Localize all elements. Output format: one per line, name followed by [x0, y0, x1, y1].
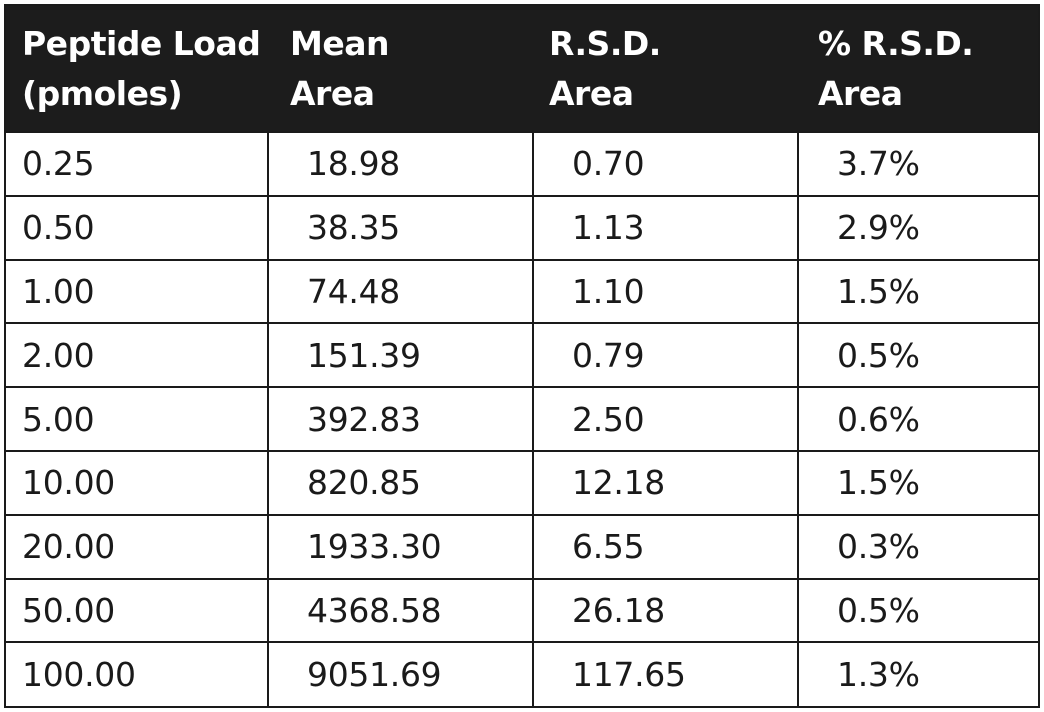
cell-percent-rsd-area: 1.5%: [798, 258, 1038, 324]
table-row: 5.00 392.83 2.50 0.6%: [6, 386, 1038, 451]
cell-mean-area: 9051.69: [268, 641, 534, 707]
table-row: 100.00 9051.69 117.65 1.3%: [6, 641, 1038, 707]
cell-rsd-area: 2.50: [533, 386, 799, 451]
column-header-mean-area: Mean Area: [268, 6, 533, 132]
cell-rsd-area: 0.79: [533, 322, 799, 388]
cell-percent-rsd-area: 3.7%: [798, 131, 1038, 196]
cell-peptide-load: 100.00: [6, 641, 269, 707]
cell-peptide-load: 0.50: [6, 194, 269, 260]
column-header-percent-rsd-area-line1: % R.S.D.: [818, 23, 974, 63]
column-header-rsd-area: R.S.D. Area: [533, 6, 798, 132]
cell-peptide-load: 0.25: [6, 131, 269, 196]
cell-percent-rsd-area: 0.5%: [798, 322, 1038, 388]
cell-rsd-area: 1.10: [533, 258, 799, 324]
peptide-data-table: Peptide Load (pmoles) Mean Area R.S.D. A…: [6, 6, 1038, 707]
cell-mean-area: 4368.58: [268, 577, 534, 643]
header-row: Peptide Load (pmoles) Mean Area R.S.D. A…: [6, 6, 1038, 132]
cell-mean-area: 151.39: [268, 322, 534, 388]
column-header-peptide-load: Peptide Load (pmoles): [6, 6, 268, 132]
data-table-container: Peptide Load (pmoles) Mean Area R.S.D. A…: [4, 4, 1040, 708]
cell-peptide-load: 1.00: [6, 258, 269, 324]
cell-mean-area: 74.48: [268, 258, 534, 324]
cell-mean-area: 392.83: [268, 386, 534, 451]
table-row: 10.00 820.85 12.18 1.5%: [6, 449, 1038, 515]
cell-percent-rsd-area: 1.5%: [798, 449, 1038, 515]
table-body: 0.25 18.98 0.70 3.7% 0.50 38.35 1.13 2.9…: [6, 131, 1038, 707]
cell-peptide-load: 2.00: [6, 322, 269, 388]
column-header-percent-rsd-area: % R.S.D. Area: [798, 6, 1038, 132]
column-header-mean-area-line1: Mean: [290, 23, 389, 63]
cell-percent-rsd-area: 1.3%: [798, 641, 1038, 707]
cell-percent-rsd-area: 0.3%: [798, 513, 1038, 579]
column-header-mean-area-line2: Area: [290, 73, 375, 113]
table-row: 0.50 38.35 1.13 2.9%: [6, 194, 1038, 260]
table-header: Peptide Load (pmoles) Mean Area R.S.D. A…: [6, 6, 1038, 132]
cell-percent-rsd-area: 0.6%: [798, 386, 1038, 451]
cell-peptide-load: 50.00: [6, 577, 269, 643]
table-row: 20.00 1933.30 6.55 0.3%: [6, 513, 1038, 579]
column-header-peptide-load-line2: (pmoles): [22, 73, 183, 113]
cell-rsd-area: 26.18: [533, 577, 799, 643]
cell-peptide-load: 10.00: [6, 449, 269, 515]
column-header-peptide-load-line1: Peptide Load: [22, 23, 261, 63]
column-header-rsd-area-line2: Area: [549, 73, 634, 113]
cell-mean-area: 1933.30: [268, 513, 534, 579]
cell-rsd-area: 1.13: [533, 194, 799, 260]
table-row: 0.25 18.98 0.70 3.7%: [6, 131, 1038, 196]
table-row: 2.00 151.39 0.79 0.5%: [6, 322, 1038, 388]
table-row: 1.00 74.48 1.10 1.5%: [6, 258, 1038, 324]
table-row: 50.00 4368.58 26.18 0.5%: [6, 577, 1038, 643]
cell-rsd-area: 0.70: [533, 131, 799, 196]
cell-peptide-load: 5.00: [6, 386, 269, 451]
cell-mean-area: 18.98: [268, 131, 534, 196]
column-header-percent-rsd-area-line2: Area: [818, 73, 903, 113]
cell-percent-rsd-area: 0.5%: [798, 577, 1038, 643]
cell-mean-area: 38.35: [268, 194, 534, 260]
cell-rsd-area: 117.65: [533, 641, 799, 707]
column-header-rsd-area-line1: R.S.D.: [549, 23, 661, 63]
cell-mean-area: 820.85: [268, 449, 534, 515]
cell-peptide-load: 20.00: [6, 513, 269, 579]
cell-rsd-area: 6.55: [533, 513, 799, 579]
cell-percent-rsd-area: 2.9%: [798, 194, 1038, 260]
cell-rsd-area: 12.18: [533, 449, 799, 515]
